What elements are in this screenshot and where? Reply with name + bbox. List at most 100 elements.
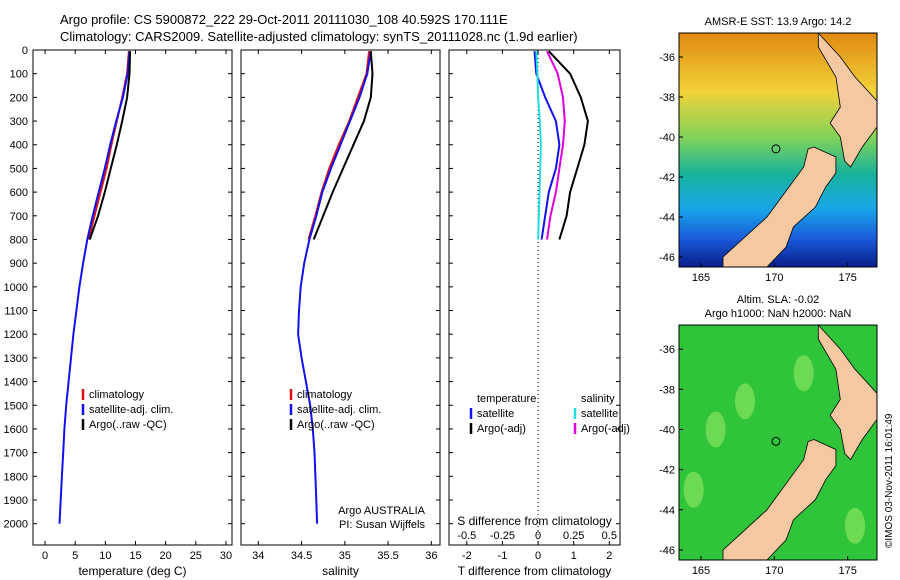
- series-line-1: [297, 51, 372, 524]
- legend-label: satellite-adj. clim.: [89, 404, 173, 416]
- y-tick-label: 800: [10, 234, 28, 246]
- y-tick-label: 1400: [4, 377, 28, 389]
- sla-blob: [735, 383, 755, 420]
- y-tick-label: 1800: [4, 471, 28, 483]
- panel-frame: [448, 49, 621, 546]
- legend-label: satellite: [581, 408, 618, 420]
- x-tick-label: 1: [571, 550, 577, 562]
- y-tick-label: 100: [10, 69, 28, 81]
- argo-float-marker: [771, 436, 781, 446]
- sla-blob: [793, 355, 814, 392]
- y-tick-label: 0: [22, 45, 28, 57]
- x-tick-label: 165: [692, 565, 710, 577]
- y-tick-label: -40: [659, 424, 675, 436]
- panel-frame: [240, 49, 441, 546]
- x-tick-label: 30: [220, 550, 232, 562]
- x-axis-label: salinity: [322, 564, 359, 578]
- y-tick-label: 2000: [4, 519, 28, 531]
- land-north-island: [817, 31, 878, 168]
- figure-title: Argo profile: CS 5900872_222 29-Oct-2011…: [60, 12, 508, 27]
- y-tick-label: -40: [659, 132, 675, 144]
- y-tick-label: 200: [10, 92, 28, 104]
- panel-frame: [32, 49, 233, 546]
- sla-blob: [705, 411, 726, 448]
- legend-label: satellite: [477, 408, 514, 420]
- land-north-island: [817, 323, 878, 461]
- x-tick-label: 175: [838, 565, 856, 577]
- x-tick-label: 5: [72, 550, 78, 562]
- y-tick-label: -44: [659, 505, 675, 517]
- x-tick-label: 170: [765, 272, 783, 284]
- x-tick-label: 2: [606, 550, 612, 562]
- x-tick-label: 165: [692, 272, 710, 284]
- series-line-1: [58, 51, 131, 524]
- y-tick-label: 1700: [4, 448, 28, 460]
- y-tick-label: -46: [659, 252, 675, 264]
- y-tick-label: -42: [659, 465, 675, 477]
- x-tick-label: -1: [498, 550, 508, 562]
- x-tick-label: 35: [339, 550, 351, 562]
- x-tick-label: 34.5: [291, 550, 312, 562]
- y-tick-label: 1200: [4, 329, 28, 341]
- x-tick-label: 170: [765, 565, 783, 577]
- y-tick-label: -38: [659, 384, 675, 396]
- legend-label: Argo(-adj): [477, 423, 526, 435]
- profile-panel-difference: -2 -1 0 1 2 T difference from climatology -0.5…: [448, 49, 630, 578]
- y-tick-label: 900: [10, 258, 28, 270]
- series-line-2: [548, 50, 589, 240]
- map-title: Argo h1000: NaN h2000: NaN: [705, 308, 852, 320]
- x2-axis-label: S difference from climatology: [457, 514, 612, 528]
- profile-panel-temperature: 0 5 10 15 20 25 30 temperature (deg C) 0 100 200 30…: [4, 45, 233, 578]
- panel-annotation: PI: Susan Wijffels: [339, 519, 425, 531]
- profile-panel-salinity: 34 34.5 35 35.5 36 salinity climatology satelli…: [240, 49, 441, 578]
- legend-label: Argo(..raw -QC): [297, 419, 375, 431]
- legend-label: climatology: [297, 389, 353, 401]
- credit-stamp: ©IMOS 03-Nov-2011 16:01:49: [884, 413, 895, 548]
- y-tick-label: 1300: [4, 353, 28, 365]
- argo-float-marker: [771, 144, 781, 154]
- y-tick-label: 300: [10, 116, 28, 128]
- legend-label: Argo(..raw -QC): [89, 419, 167, 431]
- x-tick-label: 175: [838, 272, 856, 284]
- series-line-3: [546, 50, 566, 240]
- y-tick-label: -46: [659, 545, 675, 557]
- x-tick-label: -2: [462, 550, 472, 562]
- x-tick-label: 36: [425, 550, 437, 562]
- y-tick-label: -44: [659, 212, 675, 224]
- y-tick-label: -42: [659, 172, 675, 184]
- y-tick-label: -36: [659, 344, 675, 356]
- x-tick-label: 35.5: [377, 550, 398, 562]
- x-axis-label: temperature (deg C): [78, 564, 186, 578]
- x-tick-label: 20: [160, 550, 172, 562]
- series-line-1: [535, 51, 542, 240]
- series-line-2: [88, 51, 132, 240]
- y-tick-label: 500: [10, 163, 28, 175]
- series-line-2: [312, 51, 374, 240]
- x-axis-label: T difference from climatology: [458, 564, 612, 578]
- map-title: Altim. SLA: -0.02: [737, 294, 820, 306]
- x2-tick-label: 0: [535, 530, 541, 542]
- y-tick-label: 1100: [4, 306, 28, 318]
- series-line-0: [533, 51, 561, 240]
- legend-label: salinity: [581, 393, 615, 405]
- x-tick-label: 0: [535, 550, 541, 562]
- sla-blob: [683, 471, 704, 508]
- x2-tick-label: 0.25: [563, 530, 584, 542]
- sla-blob: [845, 507, 865, 544]
- y-tick-label: -38: [659, 92, 675, 104]
- y-tick-label: 700: [10, 211, 28, 223]
- y-tick-label: -36: [659, 52, 675, 64]
- x-tick-label: 0: [42, 550, 48, 562]
- panel-annotation: Argo AUSTRALIA: [338, 505, 425, 517]
- legend-label: climatology: [89, 389, 145, 401]
- map-sst-map: 165 170 175 -36 -38 -40 -42 -44 -46 AMSR-E SST: 1…: [659, 16, 878, 284]
- legend-label: satellite-adj. clim.: [297, 404, 381, 416]
- x2-tick-label: 0.5: [602, 530, 617, 542]
- x2-tick-label: -0.25: [490, 530, 515, 542]
- y-tick-label: 600: [10, 187, 28, 199]
- y-tick-label: 1900: [4, 495, 28, 507]
- legend-label: Argo(-adj): [581, 423, 630, 435]
- x-tick-label: 15: [129, 550, 141, 562]
